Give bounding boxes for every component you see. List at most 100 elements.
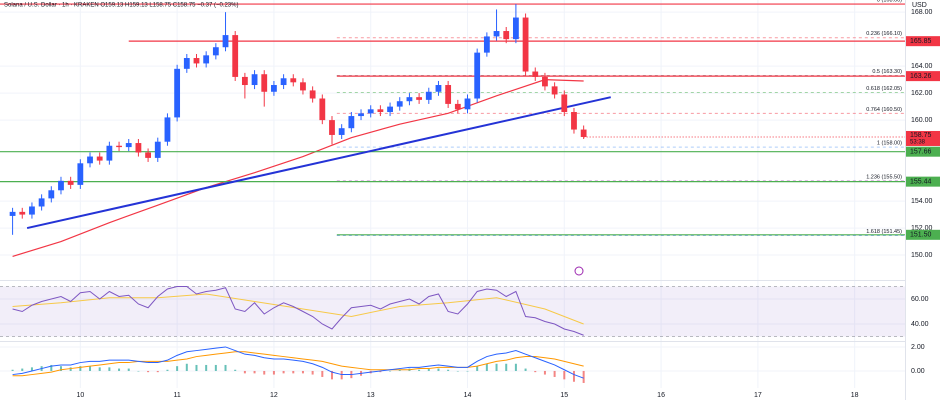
candle-body xyxy=(551,86,558,95)
x-tick-label: 13 xyxy=(367,392,375,399)
level-price-label: 157.66 xyxy=(910,149,932,156)
candle-body xyxy=(464,98,471,110)
macd-histogram-bar xyxy=(272,370,275,375)
macd-histogram-bar xyxy=(147,370,150,373)
candle-body xyxy=(96,156,103,161)
macd-histogram-bar xyxy=(543,370,546,375)
macd-histogram-bar xyxy=(398,369,401,371)
macd-histogram-bar xyxy=(59,366,62,371)
macd-histogram-bar xyxy=(263,370,266,375)
x-tick-label: 10 xyxy=(76,392,84,399)
candle-body xyxy=(125,143,132,148)
macd-histogram-bar xyxy=(21,368,24,371)
candle-body xyxy=(38,198,45,207)
candle-body xyxy=(48,190,55,199)
level-price-box xyxy=(906,229,940,240)
fib-label: 1.618 (151.45) xyxy=(866,229,902,235)
candle-body xyxy=(445,85,452,104)
candle-body xyxy=(280,78,287,86)
macd-histogram-bar xyxy=(195,364,198,371)
fib-label: 0 (168.60) xyxy=(877,0,902,4)
alert-icon[interactable] xyxy=(574,266,584,276)
macd-histogram-bar xyxy=(534,370,537,373)
x-tick-label: 15 xyxy=(560,392,568,399)
candle-body xyxy=(261,74,268,92)
candle-body xyxy=(193,58,200,64)
x-tick-label: 18 xyxy=(851,392,859,399)
macd-histogram-bar xyxy=(292,370,295,374)
x-tick-label: 16 xyxy=(657,392,665,399)
rsi-ma xyxy=(12,293,584,325)
candle-body xyxy=(387,106,393,113)
candle-body xyxy=(164,117,171,142)
macd-histogram-bar xyxy=(524,368,527,371)
candle-body xyxy=(561,94,568,113)
macd-histogram-bar xyxy=(514,363,517,371)
macd-histogram-bar xyxy=(127,368,130,371)
candle-body xyxy=(309,90,316,99)
macd-histogram-bar xyxy=(205,364,208,371)
fib-label: 0.764 (160.50) xyxy=(866,107,902,113)
macd-histogram-bar xyxy=(505,363,508,371)
macd-histogram-bar xyxy=(176,366,179,371)
x-tick-label: 11 xyxy=(173,392,180,399)
macd-histogram-bar xyxy=(243,370,246,374)
candle-body xyxy=(58,180,64,191)
candle-body xyxy=(203,55,210,64)
candle-body xyxy=(106,145,113,161)
chart-header: Solana / U.S. Dollar · 1h · KRAKEN O159.… xyxy=(4,3,238,9)
macd-histogram-bar xyxy=(553,370,556,377)
macd-histogram-bar xyxy=(98,367,101,371)
macd-histogram-bar xyxy=(282,370,285,374)
candle-body xyxy=(358,113,364,117)
candle-body xyxy=(251,74,258,86)
candle-body xyxy=(512,17,519,40)
level-price-box xyxy=(906,36,940,47)
y-tick-label: 168.00 xyxy=(911,9,933,16)
macd-histogram-bar xyxy=(495,363,498,371)
candle-body xyxy=(271,85,277,92)
candle-body xyxy=(348,116,355,129)
candle-body xyxy=(367,109,374,114)
last-price-box xyxy=(906,130,940,146)
candle-body xyxy=(290,78,297,83)
y-tick-label: 2.00 xyxy=(911,344,925,351)
fib-label: 0.618 (162.05) xyxy=(866,86,902,92)
candle-body xyxy=(522,17,529,72)
y-tick-label: 160.00 xyxy=(911,117,933,124)
y-tick-label: 164.00 xyxy=(911,63,933,70)
macd-histogram-bar xyxy=(137,370,140,372)
macd-histogram-bar xyxy=(340,370,343,380)
candle-body xyxy=(135,143,142,153)
candle-body xyxy=(241,76,248,86)
candle-body xyxy=(503,31,510,40)
macd-histogram-bar xyxy=(572,370,575,382)
fib-label: 0.5 (163.30) xyxy=(872,69,902,75)
level-price-box xyxy=(906,176,940,187)
candle-body xyxy=(87,156,93,164)
rsi-band xyxy=(0,286,905,337)
macd-histogram-bar xyxy=(301,370,304,374)
macd-histogram-bar xyxy=(156,370,159,373)
candle-body xyxy=(454,103,461,110)
macd-histogram-bar xyxy=(476,366,479,371)
candle-body xyxy=(9,211,16,216)
macd-histogram-bar xyxy=(50,364,53,371)
candle-body xyxy=(29,206,35,215)
y-tick-label: 0.00 xyxy=(911,368,925,375)
countdown-label: 53:38 xyxy=(910,140,926,146)
rsi-line xyxy=(12,286,584,336)
candle-body xyxy=(329,120,335,135)
candle-body xyxy=(212,47,219,56)
candle-body xyxy=(532,71,539,77)
candle-body xyxy=(377,109,384,113)
macd-histogram-bar xyxy=(330,370,333,380)
macd-histogram-bar xyxy=(224,364,227,371)
level-price-box xyxy=(906,146,940,157)
candle-body xyxy=(474,52,481,99)
fib-label: 1 (158.00) xyxy=(877,141,902,147)
candle-body xyxy=(300,82,306,91)
level-price-box xyxy=(906,71,940,82)
candle-body xyxy=(19,211,26,215)
